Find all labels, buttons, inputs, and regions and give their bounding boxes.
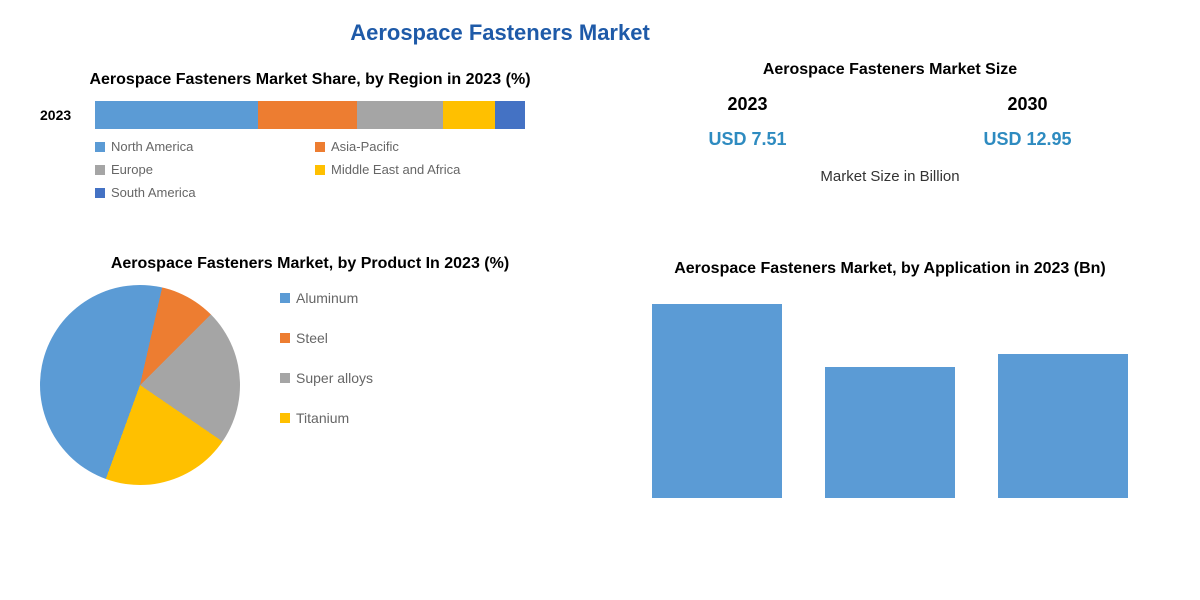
- pie-container: Aluminum Steel Super alloys Titanium: [40, 285, 580, 485]
- region-legend-item: North America: [95, 139, 285, 154]
- region-legend-item: Europe: [95, 162, 285, 177]
- legend-swatch: [280, 373, 290, 383]
- chart-grid: Aerospace Fasteners Market Share, by Reg…: [40, 61, 1160, 498]
- application-bar: [825, 367, 955, 498]
- application-bar-chart: [610, 298, 1170, 498]
- legend-swatch: [315, 165, 325, 175]
- market-size-panel: Aerospace Fasteners Market Size 2023 USD …: [610, 61, 1170, 200]
- region-legend-item: Asia-Pacific: [315, 139, 505, 154]
- application-bar: [998, 354, 1128, 498]
- legend-swatch: [95, 188, 105, 198]
- pie-legend-item: Super alloys: [280, 370, 373, 386]
- region-year-label: 2023: [40, 107, 95, 123]
- region-segment: [95, 101, 258, 129]
- market-size-year: 2030: [983, 94, 1071, 115]
- pie-legend-item: Aluminum: [280, 290, 373, 306]
- legend-swatch: [95, 165, 105, 175]
- legend-label: South America: [111, 185, 196, 200]
- market-size-title: Aerospace Fasteners Market Size: [610, 61, 1170, 79]
- application-bar-section: Aerospace Fasteners Market, by Applicati…: [610, 260, 1170, 498]
- region-segment: [258, 101, 357, 129]
- market-size-value: USD 12.95: [983, 129, 1071, 150]
- legend-swatch: [280, 293, 290, 303]
- legend-label: Aluminum: [296, 290, 358, 306]
- legend-swatch: [280, 413, 290, 423]
- region-legend: North America Asia-Pacific Europe Middle Ea…: [95, 139, 580, 200]
- market-size-col: 2030 USD 12.95: [983, 94, 1071, 150]
- region-segment: [495, 101, 525, 129]
- legend-label: Middle East and Africa: [331, 162, 460, 177]
- product-pie-legend: Aluminum Steel Super alloys Titanium: [280, 290, 373, 426]
- legend-swatch: [95, 142, 105, 152]
- product-pie: [40, 285, 240, 485]
- market-size-year: 2023: [708, 94, 786, 115]
- market-size-caption: Market Size in Billion: [610, 168, 1170, 185]
- pie-legend-item: Titanium: [280, 410, 373, 426]
- pie-legend-item: Steel: [280, 330, 373, 346]
- product-pie-title: Aerospace Fasteners Market, by Product I…: [40, 255, 580, 273]
- region-segment: [443, 101, 495, 129]
- legend-label: North America: [111, 139, 193, 154]
- region-bar-row: 2023: [40, 101, 580, 129]
- main-title: Aerospace Fasteners Market: [0, 20, 1160, 46]
- market-size-col: 2023 USD 7.51: [708, 94, 786, 150]
- region-segment: [357, 101, 443, 129]
- region-chart: Aerospace Fasteners Market Share, by Reg…: [40, 71, 580, 200]
- region-stacked-bar: [95, 101, 525, 129]
- product-pie-section: Aerospace Fasteners Market, by Product I…: [40, 255, 580, 498]
- legend-label: Steel: [296, 330, 328, 346]
- application-bar-title: Aerospace Fasteners Market, by Applicati…: [610, 260, 1170, 278]
- legend-label: Asia-Pacific: [331, 139, 399, 154]
- region-chart-title: Aerospace Fasteners Market Share, by Reg…: [40, 71, 580, 89]
- market-size-value: USD 7.51: [708, 129, 786, 150]
- legend-swatch: [315, 142, 325, 152]
- legend-label: Europe: [111, 162, 153, 177]
- legend-label: Super alloys: [296, 370, 373, 386]
- market-size-row: 2023 USD 7.51 2030 USD 12.95: [610, 94, 1170, 150]
- legend-label: Titanium: [296, 410, 349, 426]
- legend-swatch: [280, 333, 290, 343]
- region-legend-item: South America: [95, 185, 285, 200]
- application-bar: [652, 304, 782, 498]
- region-legend-item: Middle East and Africa: [315, 162, 505, 177]
